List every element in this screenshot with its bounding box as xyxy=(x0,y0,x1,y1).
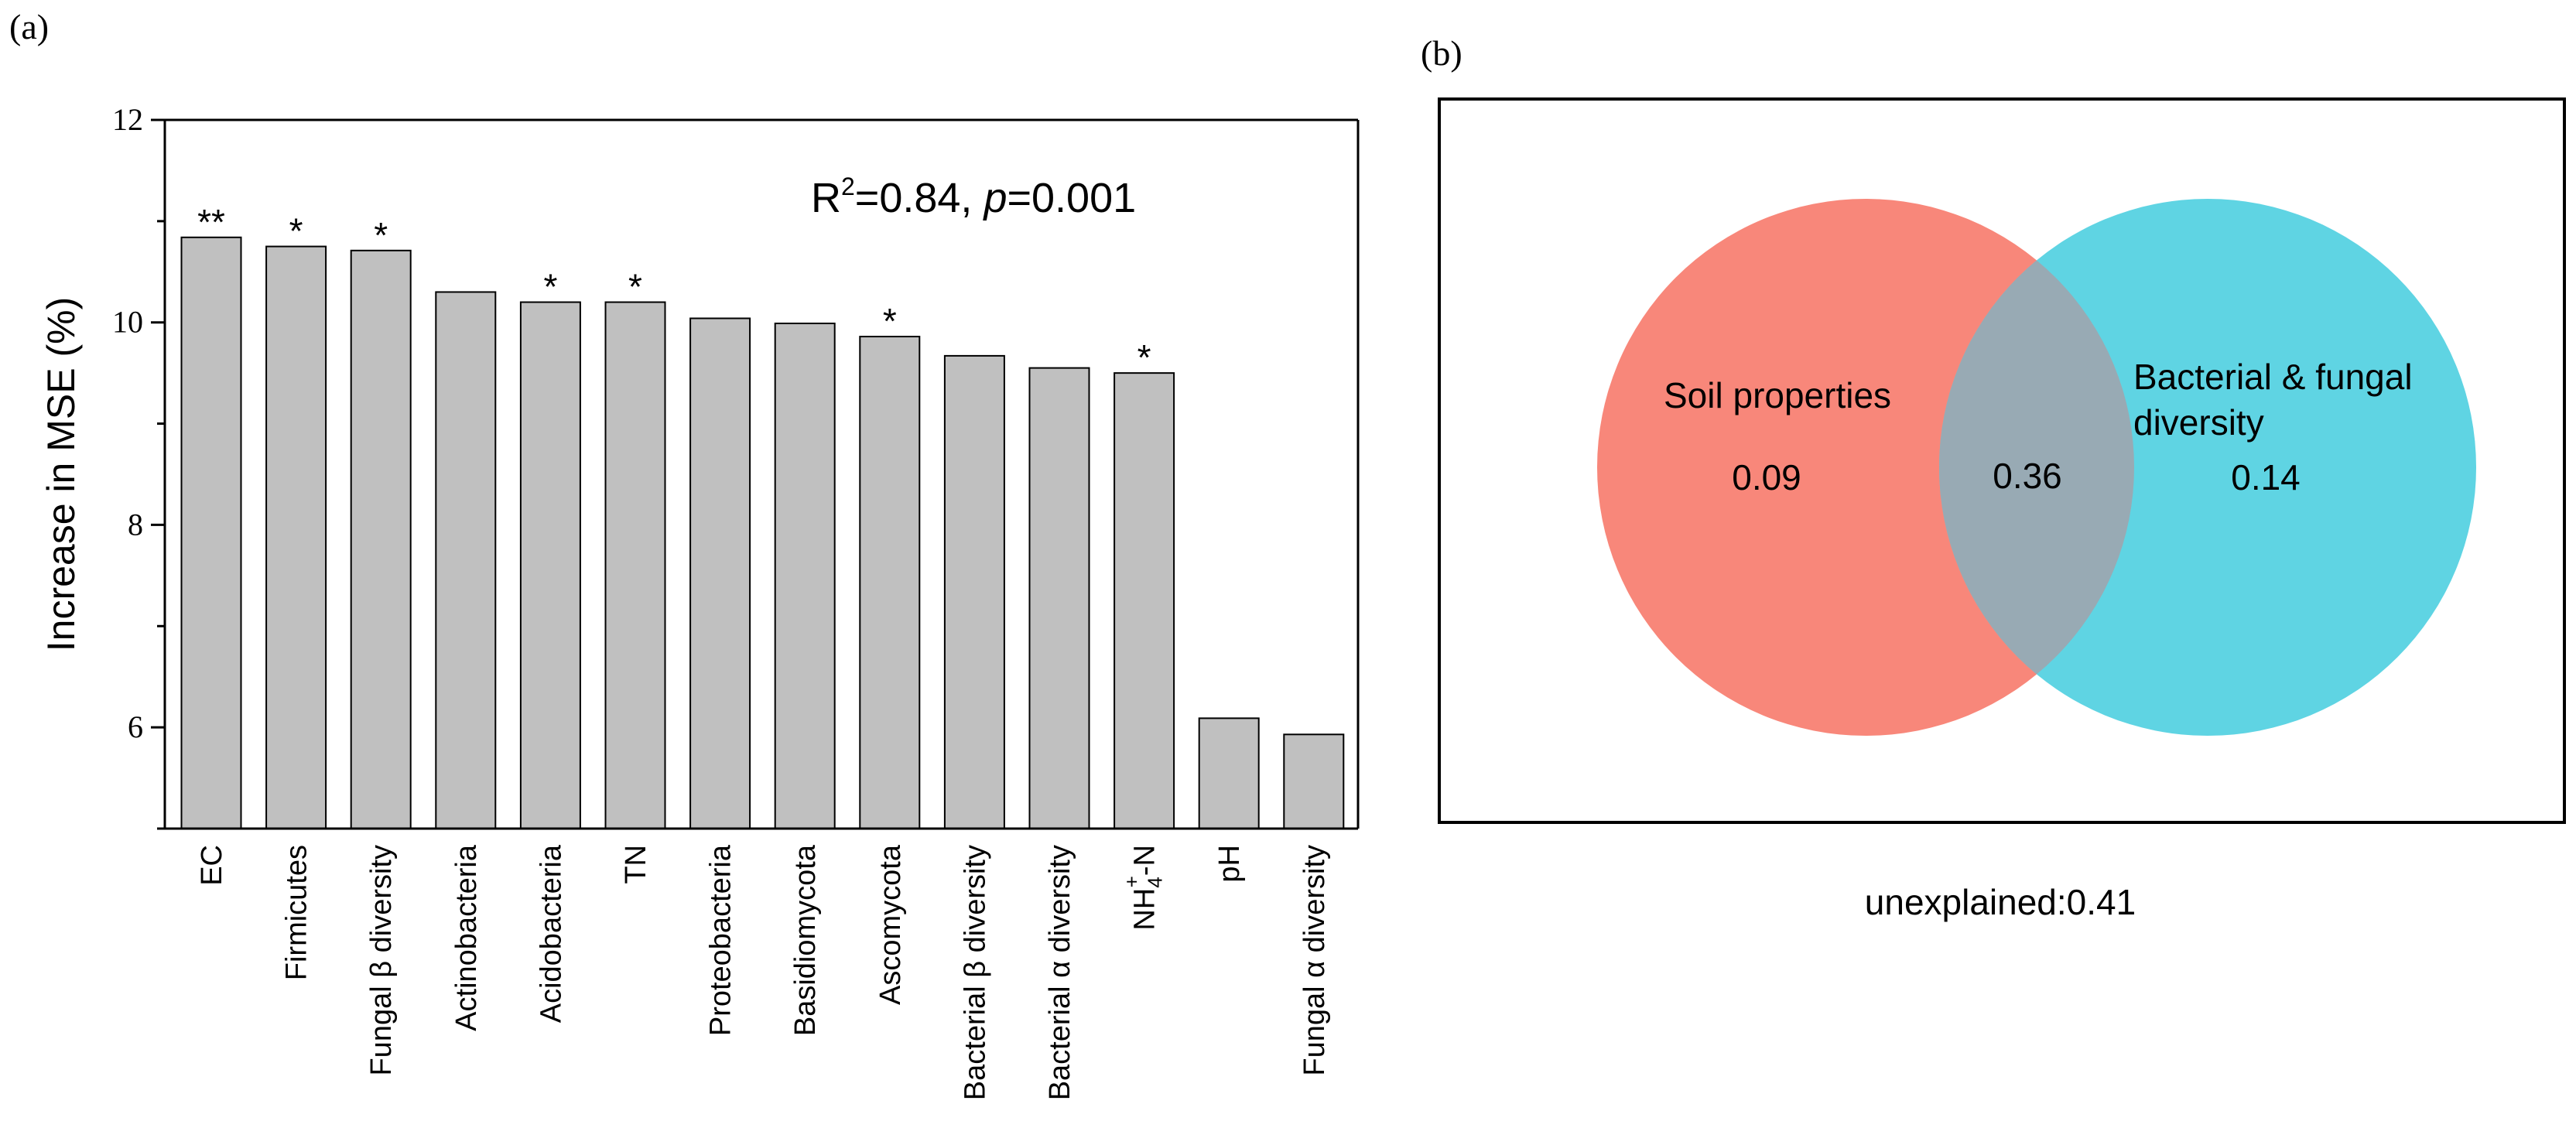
significance-ascomycota: * xyxy=(883,301,897,341)
x-tick-label-bacterial-diversity: Bacterial α diversity xyxy=(1044,845,1076,1100)
bar-bacterial-diversity xyxy=(1028,367,1090,830)
bar-ascomycota xyxy=(859,336,921,829)
bar-firmicutes xyxy=(265,245,327,830)
bar-proteobacteria xyxy=(689,317,751,830)
x-tick-label-proteobacteria: Proteobacteria xyxy=(705,844,737,1036)
bars-group xyxy=(165,236,1358,830)
venn-label-soil-properties: Soil properties xyxy=(1664,375,1891,415)
x-tick-label-fungal-diversity: Fungal α diversity xyxy=(1298,845,1331,1076)
y-axis-ticks: 6 8 10 12 xyxy=(112,102,165,830)
panel-a-label: (a) xyxy=(9,7,49,46)
venn-unexplained: unexplained:0.41 xyxy=(1865,882,2136,922)
bar-bacterial-diversity xyxy=(943,354,1005,829)
significance-firmicutes: * xyxy=(289,211,303,251)
x-tick-label-nh4-n: NH4+-N xyxy=(1120,845,1167,931)
significance-fungal-diversity: * xyxy=(374,215,388,255)
bar-ph xyxy=(1198,717,1260,830)
x-tick-label-actinobacteria: Actinobacteria xyxy=(450,844,483,1031)
x-axis-labels: EC Firmicutes Fungal β diversity Actinobact… xyxy=(196,844,1331,1100)
significance-nh4-n: * xyxy=(1137,337,1151,378)
venn-label-diversity-line1: Bacterial & fungal xyxy=(2133,357,2413,397)
venn-frame xyxy=(1438,97,2566,824)
bar-fungal-diversity xyxy=(350,249,412,829)
x-tick-label-basidiomycota: Basidiomycota xyxy=(789,844,822,1036)
venn-label-diversity-line2: diversity xyxy=(2133,402,2264,443)
x-tick-label-bacterial-diversity: Bacterial β diversity xyxy=(959,845,991,1100)
significance-ec: ** xyxy=(197,202,225,242)
significance-acidobacteria: * xyxy=(543,267,557,307)
bar-ec xyxy=(180,236,242,829)
x-tick-label-tn: TN xyxy=(620,845,652,884)
bar-acidobacteria xyxy=(519,301,581,829)
venn-value-soil-properties: 0.09 xyxy=(1732,457,1801,497)
x-tick-label-firmicutes: Firmicutes xyxy=(281,845,313,980)
x-tick-label-ph: pH xyxy=(1213,845,1246,883)
bar-fungal-diversity xyxy=(1283,733,1345,829)
venn-overlap xyxy=(1939,199,2134,736)
significance-group: ** * ** *** xyxy=(197,202,1151,378)
x-tick-label-ec: EC xyxy=(196,845,228,886)
y-axis-title: Increase in MSE (%) xyxy=(39,297,83,651)
venn-value-overlap: 0.36 xyxy=(1993,456,2062,496)
y-tick-label-8: 8 xyxy=(128,507,143,542)
venn-value-diversity: 0.14 xyxy=(2231,457,2301,497)
y-tick-label-10: 10 xyxy=(112,305,143,340)
bar-tn xyxy=(604,301,666,829)
panel-b-label: (b) xyxy=(1421,33,1462,73)
y-tick-label-12: 12 xyxy=(112,102,143,137)
x-tick-label-fungal-diversity: Fungal β diversity xyxy=(365,845,398,1076)
bar-actinobacteria xyxy=(435,291,497,829)
significance-tn: * xyxy=(628,267,642,307)
r2-annotation: R2=0.84, p=0.001 xyxy=(811,173,1136,221)
y-tick-label-6: 6 xyxy=(128,709,143,744)
x-tick-label-acidobacteria: Acidobacteria xyxy=(535,844,567,1023)
bar-nh4-n xyxy=(1114,372,1175,829)
bar-basidiomycota xyxy=(774,323,836,830)
x-tick-label-ascomycota: Ascomycota xyxy=(874,844,907,1005)
